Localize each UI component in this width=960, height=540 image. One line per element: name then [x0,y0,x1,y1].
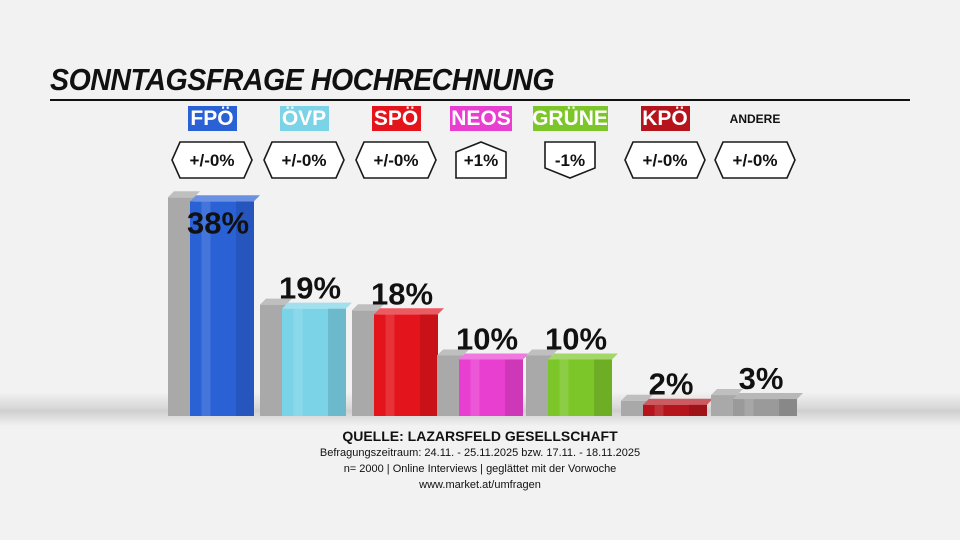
bar-previous-top-oevp [260,298,292,305]
value-label-gruene: 10% [545,322,607,357]
change-label-andere: +/-0% [733,151,778,170]
change-label-oevp: +/-0% [282,151,327,170]
bar-highlight-spoe [385,314,395,416]
source-title: QUELLE: LAZARSFELD GESELLSCHAFT [342,428,618,444]
change-label-spoe: +/-0% [374,151,419,170]
value-label-kpoe: 2% [649,367,694,402]
bar-previous-gruene [526,355,552,416]
source-block: QUELLE: LAZARSFELD GESELLSCHAFT Befragun… [0,428,960,493]
change-label-kpoe: +/-0% [643,151,688,170]
party-label-fpoe: FPÖ [187,106,237,131]
bar-shade-oevp [328,308,346,416]
bar-previous-top-gruene [526,349,558,356]
bar-previous-oevp [260,304,286,416]
party-label-kpoe: KPÖ [640,106,690,131]
bar-top-spoe [374,308,444,315]
change-badge-andere [714,141,796,179]
bar-previous-fpoe [168,197,194,416]
source-sample: n= 2000 | Online Interviews | geglättet … [343,463,617,475]
bar-top-kpoe [643,398,713,405]
title-divider [50,99,910,101]
bar-shade-andere [779,399,797,416]
bar-previous-kpoe [621,400,647,416]
bar-previous-top-fpoe [168,191,200,198]
bar-previous-top-spoe [352,304,384,311]
change-badge-gruene [544,141,596,179]
value-label-andere: 3% [739,361,784,396]
change-label-fpoe: +/-0% [190,151,235,170]
bar-shade-fpoe [236,201,254,416]
change-badge-oevp [263,141,345,179]
bar-shade-neos [505,359,523,416]
bar-previous-spoe [352,310,378,416]
bar-shade-gruene [594,359,612,416]
bars [168,191,803,416]
bar-highlight-gruene [559,359,569,416]
value-labels: 38% 19% 18% 10% 10% 2% 3% [187,205,783,401]
bar-previous-neos [437,355,463,416]
bar-shade-spoe [420,314,438,416]
value-label-fpoe: 38% [187,205,249,240]
bar-previous-andere [711,395,737,416]
party-label-spoe: SPÖ [371,106,421,131]
value-label-spoe: 18% [371,276,433,311]
bar-previous-top-neos [437,349,469,356]
bar-highlight-oevp [293,308,303,416]
source-period: Befragungszeitraum: 24.11. - 25.11.2025 … [319,447,641,459]
source-url: www.market.at/umfragen [419,479,541,491]
party-label-andere: ANDERE [729,111,781,126]
change-badge-kpoe [624,141,706,179]
bar-top-gruene [548,353,618,360]
party-label-oevp: ÖVP [279,106,329,131]
change-label-neos: +1% [464,151,499,170]
chart-title: SONNTAGSFRAGE HOCHRECHNUNG [50,62,555,97]
bar-previous-top-kpoe [621,394,653,401]
party-label-gruene: GRÜNE [532,106,608,131]
change-label-gruene: -1% [555,151,585,170]
change-badge-fpoe [171,141,253,179]
change-badge-spoe [355,141,437,179]
change-badge-neos [455,141,507,179]
bar-top-oevp [282,302,352,309]
bar-kpoe [643,404,707,416]
bar-top-fpoe [190,195,260,202]
bar-highlight-neos [470,359,480,416]
bar-top-neos [459,353,529,360]
value-label-oevp: 19% [279,271,341,306]
bar-top-andere [733,393,803,400]
bar-previous-top-andere [711,389,743,396]
change-badges: +/-0% +/-0% +/-0% +1% -1% +/-0% +/-0% [171,141,796,179]
value-label-neos: 10% [456,322,518,357]
bar-shade-kpoe [689,404,707,416]
bar-highlight-kpoe [654,404,664,416]
party-label-neos: NEOS [450,106,512,131]
bar-highlight-fpoe [201,201,211,416]
bar-highlight-andere [744,399,754,416]
